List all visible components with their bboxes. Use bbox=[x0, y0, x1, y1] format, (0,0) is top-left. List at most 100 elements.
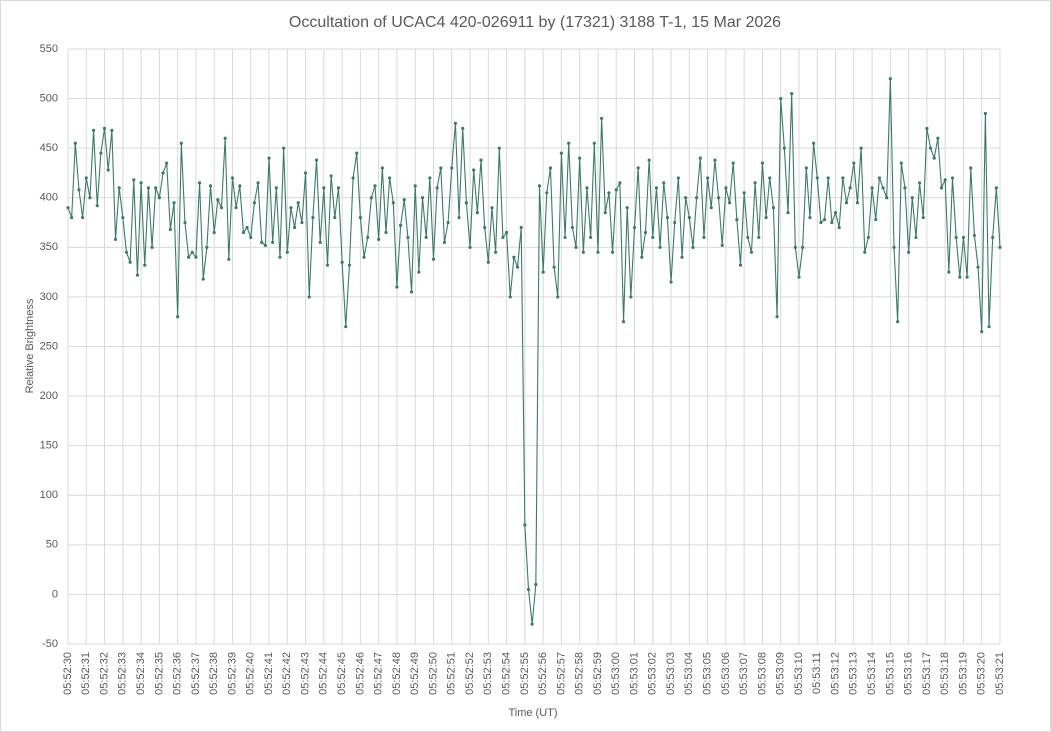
data-point bbox=[384, 230, 388, 235]
data-point bbox=[943, 178, 947, 182]
y-tick-label: 150 bbox=[40, 440, 58, 452]
data-point bbox=[409, 290, 414, 294]
x-tick-label: 05:52:38 bbox=[208, 652, 220, 695]
data-point bbox=[720, 243, 724, 247]
data-point bbox=[110, 128, 114, 132]
data-point bbox=[801, 245, 805, 249]
data-point bbox=[84, 176, 88, 180]
x-tick-label: 05:52:37 bbox=[190, 652, 202, 695]
x-tick-label: 05:52:47 bbox=[373, 652, 385, 695]
data-point bbox=[113, 237, 118, 241]
data-point bbox=[486, 260, 490, 264]
data-point bbox=[727, 201, 732, 205]
data-point bbox=[450, 166, 454, 170]
data-point bbox=[501, 235, 505, 240]
data-point bbox=[102, 126, 107, 130]
data-point bbox=[395, 285, 399, 289]
x-tick-label: 05:52:44 bbox=[318, 652, 330, 695]
data-point bbox=[249, 235, 253, 240]
data-point bbox=[121, 215, 125, 220]
x-tick-label: 05:53:00 bbox=[610, 652, 622, 695]
data-point bbox=[179, 141, 183, 145]
x-tick-label: 05:53:07 bbox=[738, 652, 750, 695]
y-tick-label: 450 bbox=[40, 142, 58, 154]
data-point bbox=[698, 156, 702, 160]
data-point bbox=[81, 215, 85, 220]
data-point bbox=[589, 235, 593, 240]
x-tick-label: 05:53:05 bbox=[702, 652, 714, 695]
data-point bbox=[797, 275, 801, 279]
x-tick-label: 05:52:42 bbox=[281, 652, 293, 695]
data-point bbox=[991, 235, 995, 240]
data-point bbox=[274, 186, 278, 190]
data-point bbox=[771, 206, 775, 210]
data-point bbox=[157, 196, 161, 200]
data-point bbox=[669, 280, 673, 284]
data-point bbox=[939, 186, 944, 190]
data-point bbox=[621, 320, 626, 324]
data-point bbox=[928, 146, 933, 150]
x-tick-label: 05:53:04 bbox=[683, 652, 695, 695]
x-tick-label: 05:53:21 bbox=[994, 652, 1006, 695]
data-point bbox=[143, 263, 147, 267]
data-point bbox=[903, 186, 907, 190]
data-point bbox=[212, 230, 216, 235]
x-tick-label: 05:52:34 bbox=[135, 652, 147, 695]
y-tick-label: 350 bbox=[40, 241, 58, 253]
data-point bbox=[355, 151, 359, 155]
data-point bbox=[234, 206, 238, 210]
data-point bbox=[896, 320, 900, 324]
data-point bbox=[461, 126, 465, 130]
data-point bbox=[344, 325, 348, 329]
data-point bbox=[735, 217, 739, 222]
data-point bbox=[676, 176, 680, 180]
data-point bbox=[808, 215, 812, 220]
data-point bbox=[691, 245, 695, 249]
x-tick-label: 05:52:33 bbox=[117, 652, 129, 695]
data-point bbox=[537, 184, 542, 188]
data-point bbox=[252, 201, 256, 205]
data-point bbox=[654, 186, 659, 190]
data-point bbox=[150, 245, 154, 249]
data-point bbox=[969, 166, 973, 170]
data-point bbox=[541, 270, 545, 274]
data-point bbox=[998, 245, 1002, 249]
x-tick-label: 05:52:32 bbox=[98, 652, 110, 695]
data-point bbox=[475, 211, 479, 215]
data-point bbox=[347, 263, 352, 267]
data-point bbox=[271, 240, 275, 244]
data-point bbox=[256, 181, 260, 185]
x-tick-label: 05:53:19 bbox=[957, 652, 969, 695]
data-point bbox=[892, 245, 896, 249]
data-point bbox=[453, 121, 458, 125]
data-point bbox=[333, 215, 337, 220]
data-point bbox=[216, 198, 220, 202]
data-point bbox=[307, 295, 311, 299]
data-point bbox=[947, 270, 951, 274]
data-point bbox=[760, 161, 765, 165]
x-tick-label: 05:53:14 bbox=[866, 652, 878, 695]
x-tick-label: 05:52:56 bbox=[537, 652, 549, 695]
data-point bbox=[950, 176, 955, 180]
data-point bbox=[866, 235, 871, 240]
data-point bbox=[812, 141, 816, 145]
x-tick-label: 05:52:53 bbox=[482, 652, 494, 695]
data-point bbox=[709, 206, 713, 210]
data-point bbox=[413, 184, 417, 188]
data-point bbox=[88, 196, 92, 200]
x-tick-label: 05:52:46 bbox=[354, 652, 366, 695]
data-point bbox=[647, 158, 651, 162]
x-tick-label: 05:53:02 bbox=[647, 652, 659, 695]
data-point bbox=[219, 206, 224, 210]
data-point bbox=[139, 181, 143, 185]
data-point bbox=[329, 174, 333, 178]
data-point bbox=[267, 156, 271, 160]
data-point bbox=[936, 136, 940, 140]
data-point bbox=[187, 255, 191, 259]
data-point bbox=[983, 111, 987, 116]
data-point bbox=[775, 315, 779, 319]
data-point bbox=[885, 196, 889, 200]
data-point bbox=[793, 245, 797, 249]
data-point bbox=[925, 126, 929, 130]
